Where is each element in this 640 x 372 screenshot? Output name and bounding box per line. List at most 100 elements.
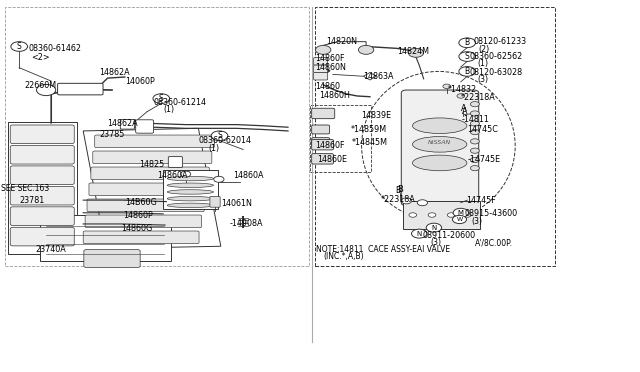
Text: *14859M: *14859M — [351, 125, 387, 134]
FancyBboxPatch shape — [401, 90, 479, 206]
Bar — [5, 7, 309, 266]
Text: (1): (1) — [477, 60, 488, 68]
Circle shape — [214, 176, 224, 182]
Circle shape — [180, 171, 191, 177]
Text: (2): (2) — [479, 45, 490, 54]
Text: A: A — [462, 107, 468, 116]
FancyBboxPatch shape — [10, 227, 74, 246]
Circle shape — [470, 102, 479, 107]
FancyBboxPatch shape — [312, 140, 333, 150]
Circle shape — [443, 84, 451, 89]
Text: 14820N: 14820N — [326, 37, 357, 46]
Circle shape — [470, 111, 479, 116]
Circle shape — [457, 94, 465, 98]
Text: N: N — [417, 231, 422, 237]
Circle shape — [452, 215, 467, 224]
FancyBboxPatch shape — [168, 157, 182, 167]
Text: 08120-63028: 08120-63028 — [470, 68, 523, 77]
Text: 14B60G: 14B60G — [125, 198, 157, 207]
FancyBboxPatch shape — [120, 119, 134, 129]
Ellipse shape — [167, 196, 214, 201]
FancyBboxPatch shape — [314, 73, 328, 80]
Text: W: W — [456, 217, 463, 222]
Text: 23740A: 23740A — [35, 246, 66, 254]
FancyBboxPatch shape — [312, 108, 335, 119]
FancyBboxPatch shape — [93, 151, 212, 164]
Text: (INC.*,A,B): (INC.*,A,B) — [323, 252, 364, 261]
Text: 14863A: 14863A — [364, 72, 394, 81]
Circle shape — [470, 148, 479, 153]
Text: 14860G: 14860G — [122, 224, 153, 233]
Text: 14825: 14825 — [140, 160, 164, 169]
Text: 14862A: 14862A — [99, 68, 130, 77]
FancyBboxPatch shape — [314, 65, 328, 73]
FancyBboxPatch shape — [10, 166, 74, 185]
Text: NISSAN: NISSAN — [428, 140, 451, 145]
Text: 14860H: 14860H — [319, 92, 349, 100]
FancyBboxPatch shape — [10, 145, 74, 164]
Text: 23785: 23785 — [99, 130, 125, 139]
FancyBboxPatch shape — [312, 125, 330, 134]
Circle shape — [463, 213, 471, 217]
Circle shape — [417, 200, 428, 206]
Bar — [315, 7, 555, 266]
Circle shape — [412, 229, 427, 238]
Text: (3): (3) — [430, 238, 441, 247]
Text: 22660M: 22660M — [24, 81, 56, 90]
Text: 14745F: 14745F — [466, 196, 495, 205]
Text: 08360-62562: 08360-62562 — [470, 52, 523, 61]
Circle shape — [153, 94, 170, 103]
Text: 14860E: 14860E — [317, 155, 347, 164]
Ellipse shape — [167, 183, 214, 187]
Text: 08360-61214: 08360-61214 — [154, 98, 207, 107]
Text: 14860P: 14860P — [124, 211, 153, 220]
Circle shape — [470, 157, 479, 163]
Circle shape — [316, 45, 331, 54]
FancyBboxPatch shape — [10, 186, 74, 205]
Text: B: B — [396, 186, 401, 195]
Circle shape — [428, 213, 436, 217]
Circle shape — [453, 208, 468, 217]
Circle shape — [358, 45, 374, 54]
Bar — [163, 170, 218, 209]
Circle shape — [426, 223, 442, 232]
Text: 08915-43600: 08915-43600 — [465, 209, 518, 218]
Text: 14839E: 14839E — [362, 111, 392, 120]
FancyBboxPatch shape — [95, 135, 214, 148]
Text: 14862A: 14862A — [108, 119, 138, 128]
Text: A: A — [461, 104, 466, 113]
Text: B: B — [397, 185, 403, 194]
Ellipse shape — [413, 118, 467, 134]
Text: -14908A: -14908A — [229, 219, 262, 228]
Circle shape — [470, 139, 479, 144]
Text: B: B — [465, 67, 470, 76]
Text: -14811: -14811 — [462, 115, 490, 124]
Text: NOTE;14811  CACE ASSY-EAI VALVE: NOTE;14811 CACE ASSY-EAI VALVE — [316, 245, 450, 254]
Text: B: B — [465, 38, 470, 47]
Text: S: S — [465, 52, 470, 61]
Text: (3): (3) — [472, 217, 483, 226]
Circle shape — [11, 42, 28, 51]
Bar — [310, 105, 371, 172]
Bar — [403, 201, 480, 229]
FancyBboxPatch shape — [85, 215, 202, 228]
Circle shape — [459, 38, 476, 48]
Text: S: S — [217, 131, 222, 140]
Text: 14860A: 14860A — [234, 171, 264, 180]
FancyBboxPatch shape — [210, 196, 220, 207]
Text: *22318A: *22318A — [381, 195, 415, 203]
Text: S: S — [159, 94, 164, 103]
Text: -14745E: -14745E — [467, 155, 500, 164]
Text: <2>: <2> — [31, 53, 49, 62]
Text: *14832: *14832 — [448, 85, 477, 94]
FancyBboxPatch shape — [91, 167, 209, 180]
FancyBboxPatch shape — [89, 183, 207, 196]
Text: 23781: 23781 — [19, 196, 44, 205]
Text: (3): (3) — [477, 76, 488, 84]
Text: *22318A: *22318A — [461, 93, 495, 102]
Ellipse shape — [167, 203, 214, 208]
Text: 14860F: 14860F — [316, 54, 345, 63]
Circle shape — [470, 129, 479, 135]
Circle shape — [408, 48, 424, 57]
Text: M: M — [458, 210, 464, 216]
